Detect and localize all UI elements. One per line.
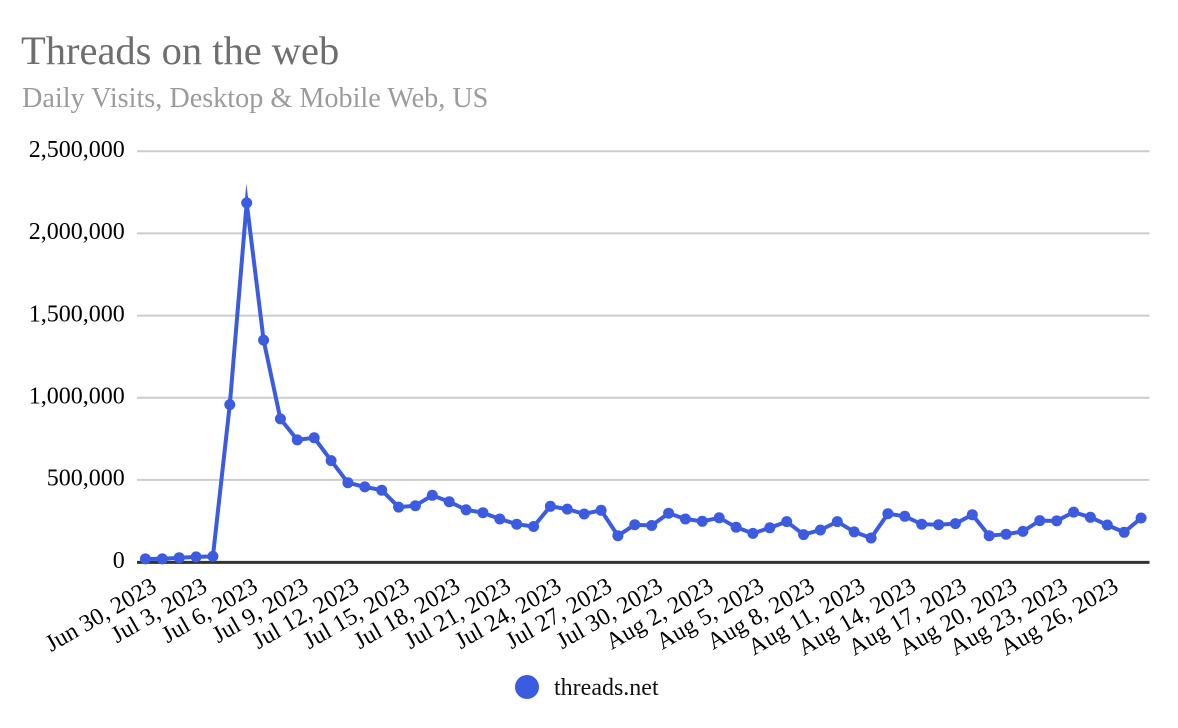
svg-text:1,500,000: 1,500,000 xyxy=(29,301,125,327)
svg-text:1,000,000: 1,000,000 xyxy=(29,384,125,410)
svg-text:500,000: 500,000 xyxy=(47,466,125,492)
svg-text:2,500,000: 2,500,000 xyxy=(29,137,125,163)
svg-text:0: 0 xyxy=(113,548,125,574)
svg-text:2,000,000: 2,000,000 xyxy=(29,219,125,245)
svg-text:Threads on the web: Threads on the web xyxy=(21,28,339,73)
svg-text:threads.net: threads.net xyxy=(554,675,659,701)
svg-text:Daily Visits, Desktop & Mobile: Daily Visits, Desktop & Mobile Web, US xyxy=(22,83,488,114)
